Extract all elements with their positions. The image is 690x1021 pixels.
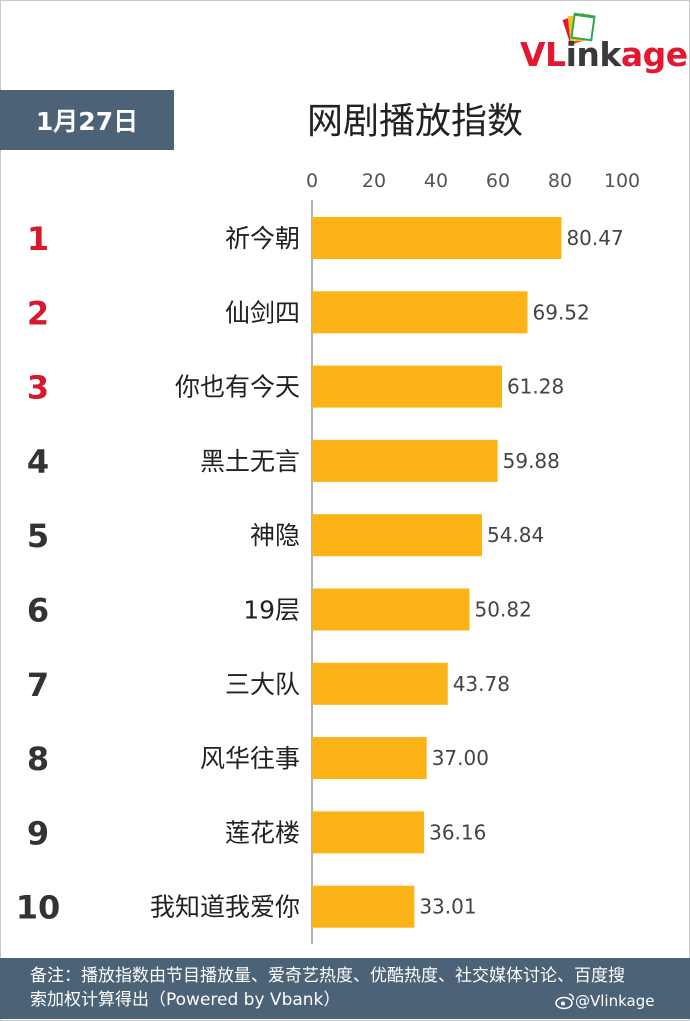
value-label: 69.52	[533, 300, 590, 324]
logo-text-vl: VL	[520, 35, 566, 74]
rank-label: 1	[27, 220, 49, 258]
value-label: 43.78	[453, 672, 510, 696]
x-tick-label: 60	[486, 170, 510, 192]
x-tick-label: 80	[548, 170, 572, 192]
footer-note: 备注：播放指数由节目播放量、爱奇艺热度、优酷热度、社交媒体讨论、百度搜索加权计算…	[30, 966, 625, 1010]
x-tick-label: 20	[362, 170, 386, 192]
x-tick-label: 40	[424, 170, 448, 192]
value-label: 36.16	[429, 820, 486, 844]
category-label: 黑土无言	[200, 447, 300, 476]
vlinkage-logo: VLinkage	[520, 10, 688, 80]
category-label: 三大队	[225, 670, 300, 699]
logo-text-ink: ink	[565, 35, 622, 74]
category-label: 祈今朝	[225, 224, 300, 253]
rank-label: 4	[27, 443, 49, 481]
rank-label: 10	[16, 889, 61, 927]
value-label: 50.82	[475, 598, 532, 622]
rank-label: 2	[27, 294, 49, 332]
bar	[312, 365, 502, 408]
bar	[312, 885, 415, 928]
value-label: 80.47	[566, 226, 623, 250]
bar	[312, 588, 470, 631]
weibo-icon	[555, 993, 574, 1010]
logo-text: VLinkage	[520, 35, 688, 74]
x-tick-label: 0	[306, 170, 318, 192]
rank-label: 5	[27, 517, 49, 555]
watermark: @Vlinkage	[575, 992, 655, 1010]
category-label: 你也有今天	[175, 373, 300, 402]
category-label: 风华往事	[200, 744, 300, 773]
logo-text-age: age	[620, 35, 688, 74]
bar	[312, 439, 498, 482]
value-label: 61.28	[507, 375, 564, 399]
bar	[312, 217, 562, 259]
rank-label: 8	[27, 740, 49, 778]
rank-label: 7	[27, 666, 49, 704]
date-label: 1月27日	[35, 107, 139, 136]
value-label: 59.88	[503, 449, 560, 473]
bar	[312, 291, 528, 334]
bar	[312, 811, 425, 854]
category-label: 19层	[243, 596, 300, 625]
rank-label: 6	[27, 592, 49, 630]
bar	[312, 662, 448, 705]
chart-title: 网剧播放指数	[306, 101, 523, 142]
bar	[312, 737, 427, 780]
date-badge: 1月27日	[0, 90, 174, 150]
rank-label: 9	[27, 814, 49, 852]
category-label: 我知道我爱你	[150, 893, 300, 922]
rank-label: 3	[27, 369, 49, 407]
category-label: 莲花楼	[225, 818, 300, 847]
value-label: 37.00	[432, 746, 489, 770]
footer: 备注：播放指数由节目播放量、爱奇艺热度、优酷热度、社交媒体讨论、百度搜索加权计算…	[0, 958, 690, 1019]
category-label: 神隐	[250, 521, 300, 550]
bar	[312, 514, 483, 557]
value-label: 54.84	[487, 523, 544, 547]
logo-cards-icon	[562, 12, 596, 45]
category-label: 仙剑四	[225, 298, 300, 327]
value-label: 33.01	[419, 895, 476, 919]
x-tick-label: 100	[604, 170, 640, 192]
